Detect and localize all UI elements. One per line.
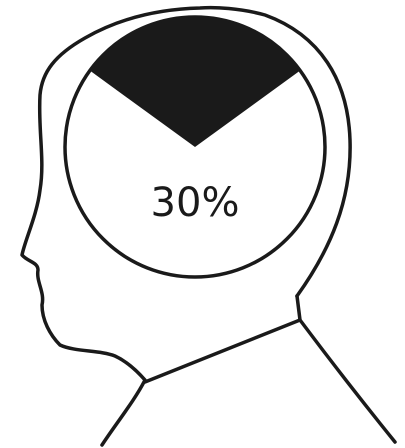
neck-back bbox=[295, 294, 397, 444]
collar-line bbox=[143, 318, 302, 384]
pie-wedge bbox=[90, 18, 300, 148]
value-label: 30% bbox=[151, 180, 240, 226]
pie-outline bbox=[63, 15, 327, 279]
head-outline bbox=[20, 5, 352, 447]
